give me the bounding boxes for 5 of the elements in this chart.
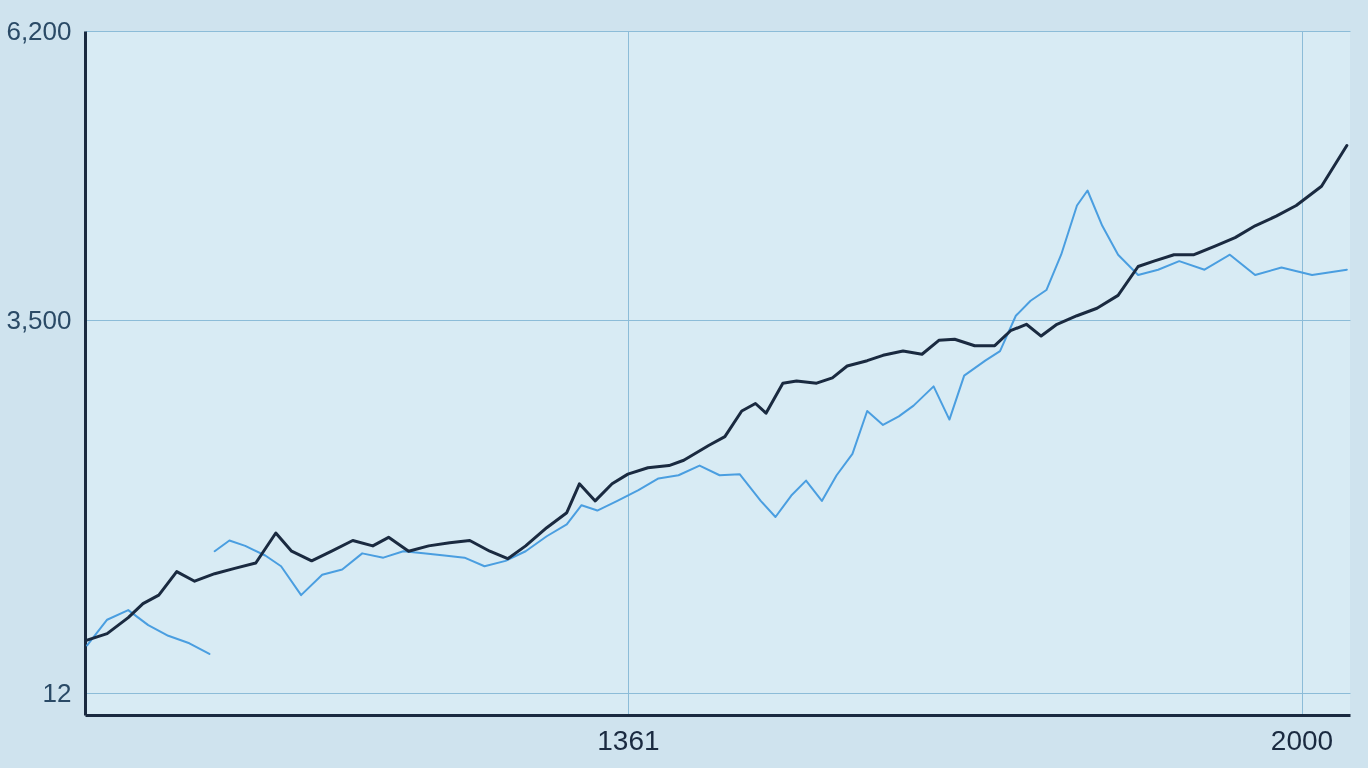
y-tick-label: 6,200 (6, 15, 72, 46)
y-tick-label: 12 (42, 677, 72, 708)
y-tick-label: 3,500 (6, 304, 72, 335)
x-tick-label: 2000 (1270, 724, 1334, 756)
x-tick-label: 1361 (597, 724, 660, 756)
